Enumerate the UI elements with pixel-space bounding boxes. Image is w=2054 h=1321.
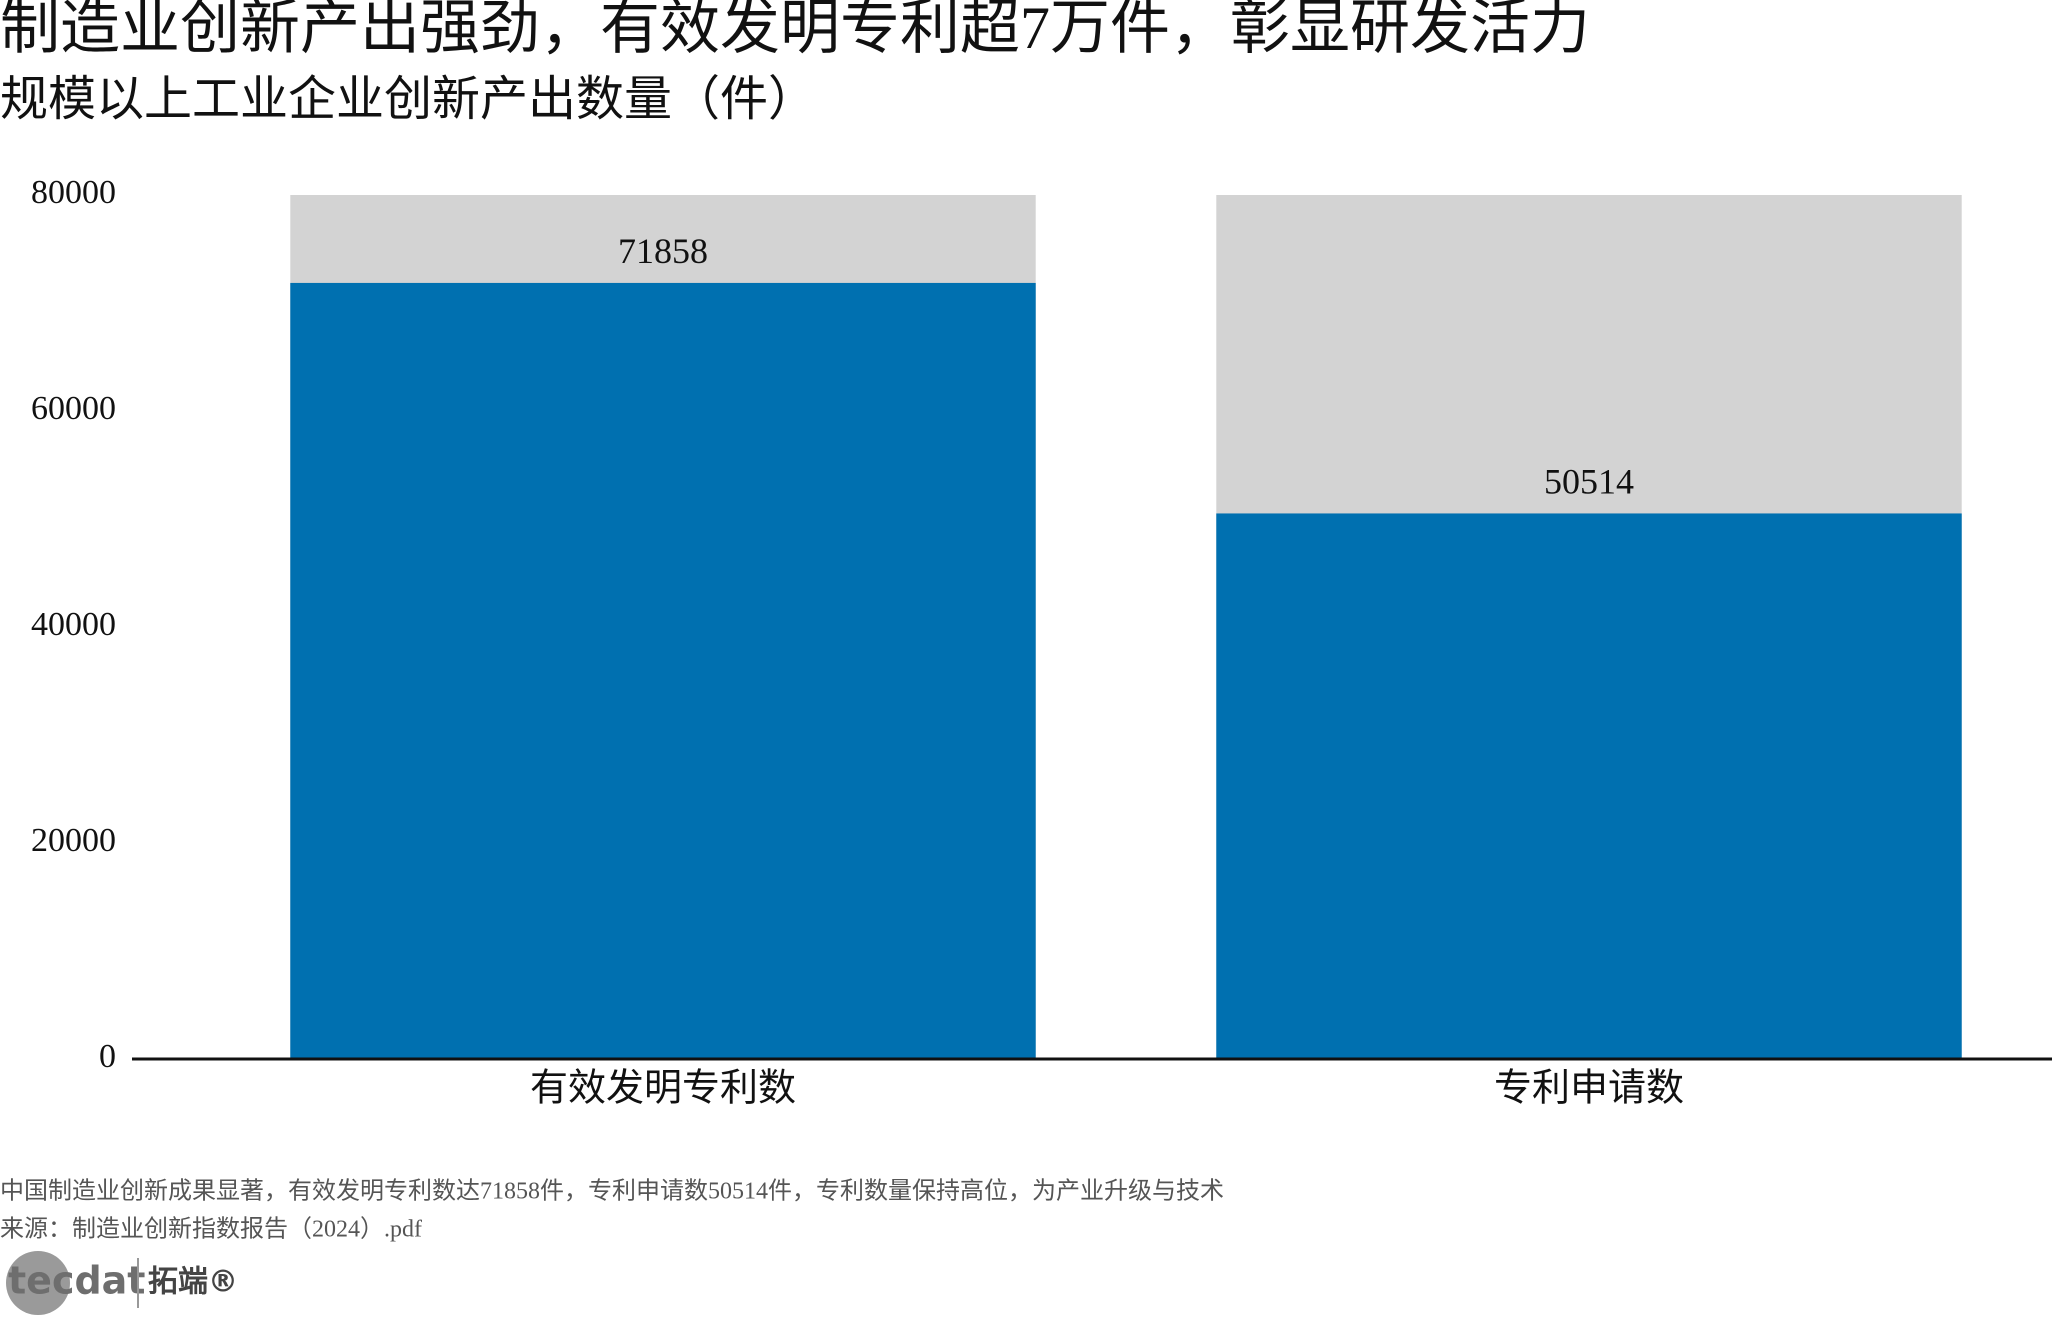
x-tick-label: 有效发明专利数 [530,1068,796,1110]
chart-title: 制造业创新产出强劲，有效发明专利超7万件，彰显研发活力 [0,0,1590,61]
y-tick-label: 40000 [31,606,116,643]
logo: tecdat 拓端® [6,1251,238,1315]
x-tick-label: 专利申请数 [1494,1068,1684,1110]
y-tick-label: 60000 [31,390,116,427]
logo-circle [6,1251,70,1315]
chart-subtitle: 规模以上工业企业创新产出数量（件） [0,73,816,126]
logo-text: tecdat [8,1259,145,1303]
data-label: 71858 [618,231,708,271]
data-label: 50514 [1544,462,1634,502]
logo-chinese: 拓端® [148,1265,238,1300]
bar [290,282,1036,1059]
y-tick-label: 0 [99,1038,116,1075]
y-tick-label: 80000 [31,174,116,211]
source: 来源：制造业创新指数报告（2024）.pdf [0,1216,422,1243]
y-tick-label: 20000 [31,822,116,859]
bar [1216,513,1962,1059]
footnote: 中国制造业创新成果显著，有效发明专利数达71858件，专利申请数50514件，专… [0,1178,1224,1205]
